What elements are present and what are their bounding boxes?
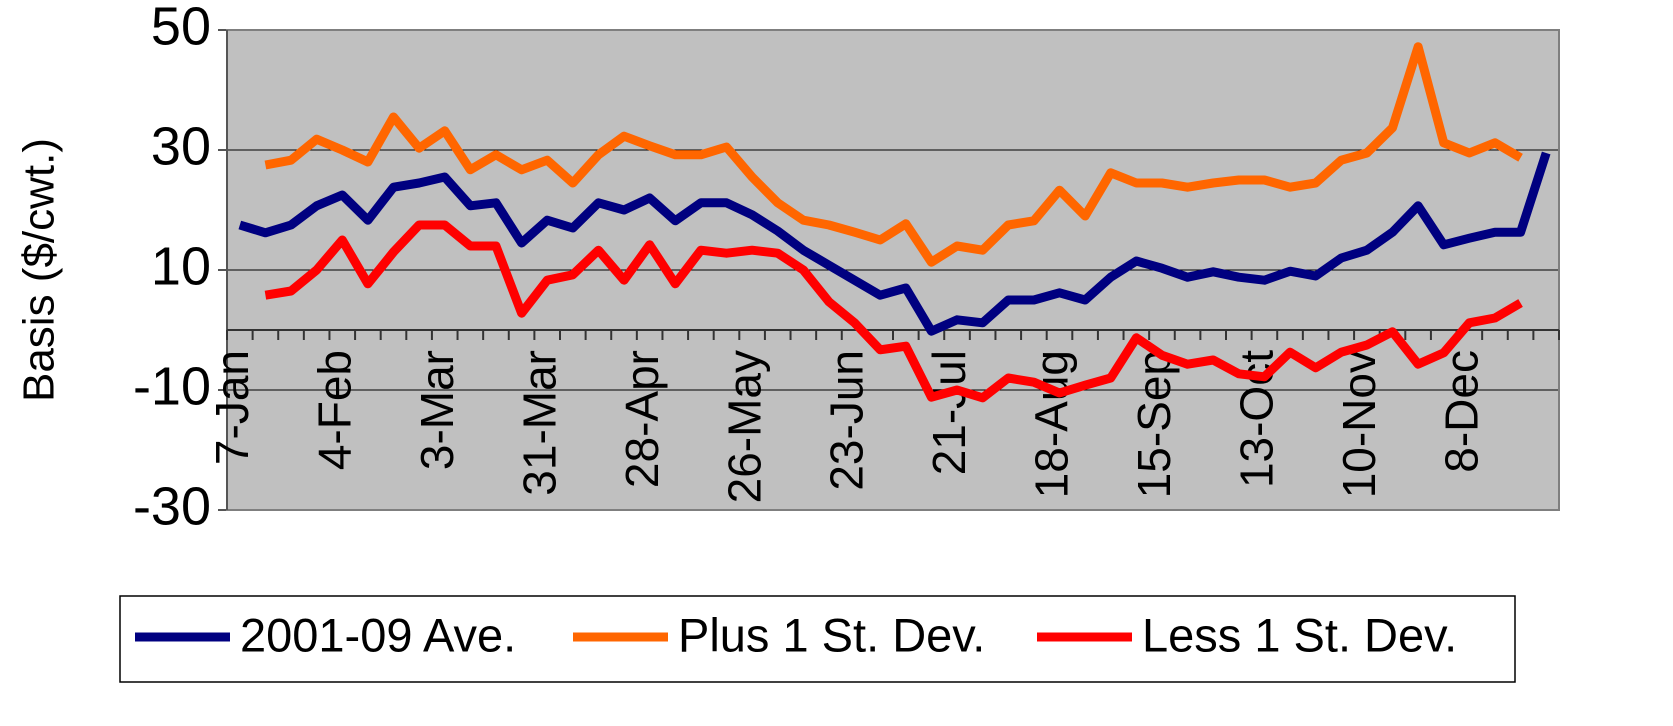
legend-label: 2001-09 Ave. bbox=[240, 608, 516, 661]
y-tick-label: -30 bbox=[133, 476, 211, 536]
y-tick-label: -10 bbox=[133, 356, 211, 416]
legend-box bbox=[119, 595, 1516, 683]
y-tick-label: 50 bbox=[151, 0, 211, 56]
x-tick-label: 26-May bbox=[718, 350, 770, 503]
x-tick-label: 8-Dec bbox=[1436, 350, 1488, 473]
x-tick-label: 7-Jan bbox=[206, 350, 258, 465]
x-tick-label: 15-Sep bbox=[1128, 350, 1180, 498]
x-tick-label: 3-Mar bbox=[411, 350, 463, 470]
y-tick-label: 30 bbox=[151, 116, 211, 176]
x-tick-label: 4-Feb bbox=[308, 350, 360, 470]
x-tick-label: 28-Apr bbox=[616, 350, 668, 488]
x-tick-label: 23-Jun bbox=[821, 350, 873, 491]
series-line bbox=[264, 220, 1523, 403]
legend-label: Less 1 St. Dev. bbox=[1142, 608, 1457, 661]
x-tick-label: 21-Jul bbox=[923, 350, 975, 475]
x-tick-label: 18-Aug bbox=[1026, 350, 1078, 498]
series-line bbox=[264, 42, 1523, 267]
x-tick-label: 31-Mar bbox=[513, 350, 565, 496]
series-line bbox=[238, 151, 1551, 336]
y-axis-title: Basis ($/cwt.) bbox=[15, 138, 64, 402]
legend-label: Plus 1 St. Dev. bbox=[678, 608, 985, 661]
x-tick-label: 10-Nov bbox=[1333, 350, 1385, 498]
y-tick-label: 10 bbox=[151, 236, 211, 296]
